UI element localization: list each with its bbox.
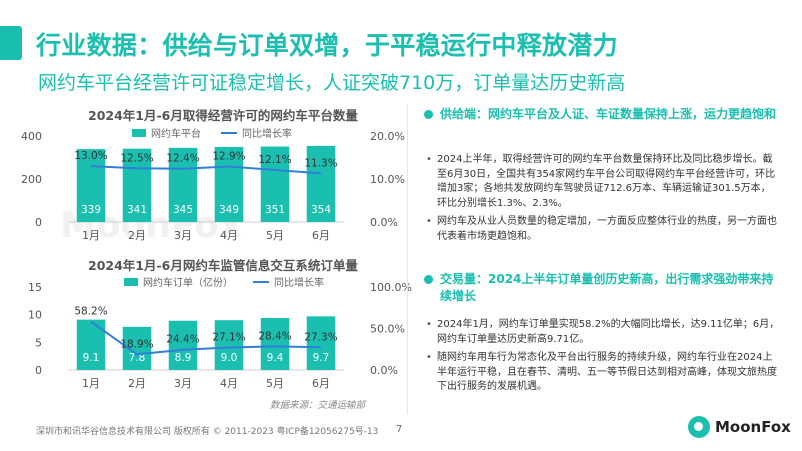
- section1-bullets: 2024上半年，取得经营许可的网约车平台数量保持环比及同比稳步增长。截至6月30…: [424, 153, 780, 248]
- chart2-bar-label: 7.8: [129, 352, 146, 364]
- chart2-y-tick: 5: [35, 336, 42, 349]
- chart1-bar-label: 339: [81, 204, 101, 216]
- chart1-line-label: 12.5%: [120, 152, 153, 164]
- chart2-bar-label: 9.4: [267, 352, 284, 364]
- chart1-x-tick: 1月: [82, 229, 100, 242]
- chart1-legend-line-swatch: [221, 131, 237, 134]
- chart1-x-tick: 2月: [128, 229, 146, 242]
- chart2-bar: [214, 320, 244, 370]
- chart2-growth-line: [90, 320, 322, 356]
- chart1-x-tick: 4月: [220, 229, 238, 242]
- chart2-x-tick: 1月: [82, 377, 100, 390]
- chart2-legend-line-label: 同比增长率: [274, 278, 324, 289]
- data-source: 数据来源：交通运输部: [270, 400, 366, 411]
- chart2-legend-bar-swatch: [124, 277, 138, 286]
- chart1-bar: [306, 145, 336, 222]
- page-number: 7: [396, 424, 403, 435]
- chart2-line-label: 27.1%: [212, 332, 245, 344]
- chart2-bar-label: 9.7: [313, 352, 330, 364]
- chart1-line-label: 13.0%: [74, 150, 107, 162]
- chart1-bar-label: 341: [127, 204, 147, 216]
- section2-bullet: 随网约车用车行为常态化及平台出行服务的持续升级，网约车行业在2024上半年运行平…: [424, 351, 780, 395]
- chart1-y-tick: 200: [21, 173, 42, 186]
- chart1-y2-tick: 0.0%: [370, 216, 398, 229]
- title-accent-bar: [0, 26, 22, 60]
- chart1-bar: [260, 146, 290, 222]
- chart2-bar-label: 9.1: [83, 352, 100, 364]
- chart1-bar-label: 351: [265, 204, 285, 216]
- chart2-y2-tick: 100.0%: [370, 281, 412, 294]
- chart2-x-tick: 5月: [266, 377, 284, 390]
- chart1-bar-label: 345: [173, 204, 193, 216]
- chart2-x-tick: 6月: [312, 377, 330, 390]
- chart2-legend-line-swatch: [253, 280, 269, 283]
- chart1-y-tick: 400: [21, 130, 42, 143]
- chart2-bar-label: 8.9: [175, 352, 192, 364]
- chart1-y-tick: 0: [35, 216, 42, 229]
- chart1-bar: [122, 148, 152, 222]
- section2-bullet: 2024年1月，网约车订单量实现58.2%的大幅同比增长，达9.11亿单；6月，…: [424, 318, 780, 347]
- chart2-x-tick: 2月: [128, 377, 146, 390]
- chart2-line-label: 24.4%: [166, 334, 199, 346]
- chart1-line-label: 12.4%: [166, 153, 199, 165]
- chart1-bar: [168, 147, 198, 222]
- chart1-legend-line-label: 同比增长率: [242, 129, 292, 140]
- chart1-line-label: 12.9%: [212, 151, 245, 163]
- chart2-y-tick: 0: [35, 364, 42, 377]
- chart2-line-label: 27.3%: [304, 331, 337, 343]
- chart1-legend-bar-label: 网约车平台: [151, 129, 201, 140]
- footer-copyright: 深圳市和讯华谷信息技术有限公司 版权所有 © 2011-2023 粤ICP备12…: [36, 427, 379, 437]
- chart1-x-tick: 5月: [266, 229, 284, 242]
- column-divider: [407, 104, 408, 414]
- chart2-y-tick: 10: [28, 309, 42, 322]
- chart1-legend: 网约车平台 同比增长率: [132, 125, 292, 140]
- section2-heading-text: 交易量：2024上半年订单量创历史新高，出行需求强劲带来持续增长: [440, 272, 774, 303]
- chart2-line-label: 18.9%: [120, 338, 153, 350]
- chart1-bar: [76, 149, 106, 222]
- section2-dot-icon: [424, 275, 433, 284]
- chart2-x-tick: 3月: [174, 377, 192, 390]
- chart1-x-tick: 6月: [312, 229, 330, 242]
- chart2-legend-bar-label: 网约车订单（亿份）: [143, 278, 233, 289]
- section1-bullet: 2024上半年，取得经营许可的网约车平台数量保持环比及同比稳步增长。截至6月30…: [424, 153, 780, 211]
- chart1-line-label: 12.1%: [258, 154, 291, 166]
- chart1-title: 2024年1月-6月取得经营许可的网约车平台数量: [88, 108, 358, 123]
- moonfox-logo: MoonFox: [688, 416, 791, 438]
- chart1-growth-line: [90, 165, 322, 175]
- chart1-line-label: 11.3%: [304, 157, 337, 169]
- chart2-bar: [260, 317, 290, 370]
- section2-bullets: 2024年1月，网约车订单量实现58.2%的大幅同比增长，达9.11亿单；6月，…: [424, 318, 780, 399]
- chart2-title: 2024年1月-6月网约车监管信息交互系统订单量: [88, 258, 358, 273]
- chart1-y2-tick: 20.0%: [370, 130, 405, 143]
- chart2-bar-label: 9.0: [221, 352, 238, 364]
- chart1-bar: [214, 146, 244, 222]
- section1-heading-text: 供给端：网约车平台及人证、车证数量保持上涨，运力更趋饱和: [440, 107, 777, 121]
- chart2-bar: [168, 320, 198, 370]
- page-title: 行业数据：供给与订单双增，于平稳运行中释放潜力: [36, 31, 618, 60]
- chart2-line-label: 28.4%: [258, 330, 291, 342]
- chart1-y2-tick: 10.0%: [370, 173, 405, 186]
- section2-heading: 交易量：2024上半年订单量创历史新高，出行需求强劲带来持续增长: [424, 271, 780, 305]
- section1-bullet: 网约车及从业人员数量的稳定增加，一方面反应整体行业的热度，另一方面也代表着市场更…: [424, 215, 780, 244]
- chart2-legend: 网约车订单（亿份） 同比增长率: [124, 274, 324, 289]
- moonfox-logo-icon: [688, 416, 710, 438]
- chart1-x-tick: 3月: [174, 229, 192, 242]
- chart1-legend-bar-swatch: [132, 128, 146, 137]
- chart2-x-tick: 4月: [220, 377, 238, 390]
- chart2-y-tick: 15: [28, 281, 42, 294]
- chart2-line-label: 58.2%: [74, 306, 107, 318]
- section1-heading: 供给端：网约车平台及人证、车证数量保持上涨，运力更趋饱和: [424, 106, 780, 123]
- chart2-bar: [306, 316, 336, 370]
- section1-dot-icon: [424, 110, 433, 119]
- chart2-y2-tick: 0.0%: [370, 364, 398, 377]
- chart1-bar-label: 349: [219, 204, 239, 216]
- chart1-bar-label: 354: [311, 204, 331, 216]
- moonfox-logo-text: MoonFox: [715, 418, 791, 436]
- chart2-y2-tick: 50.0%: [370, 323, 405, 336]
- page-subtitle: 网约车平台经营许可证稳定增长，人证突破710万，订单量达历史新高: [38, 72, 626, 94]
